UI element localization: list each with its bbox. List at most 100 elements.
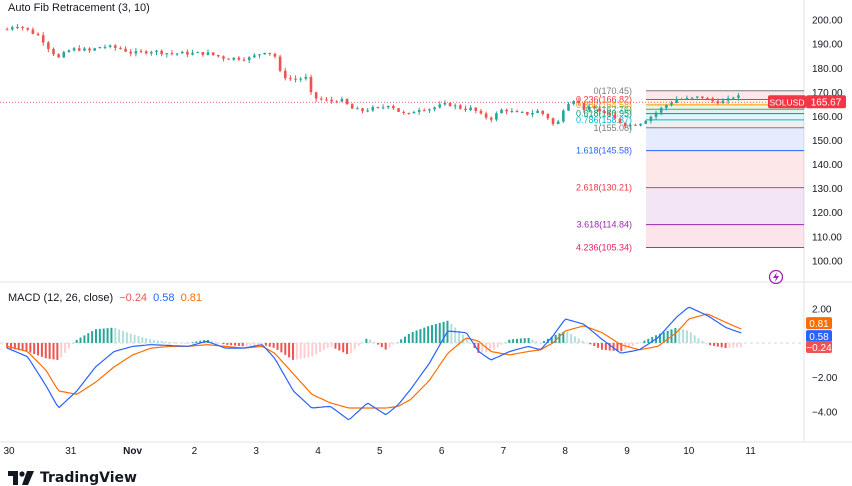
- candle-body: [180, 51, 184, 54]
- candle-body: [536, 110, 539, 113]
- macd-histogram-bar: [570, 334, 573, 343]
- macd-histogram-bar: [25, 342, 28, 352]
- candle-body: [47, 42, 50, 49]
- macd-histogram-bar: [156, 340, 159, 343]
- fib-zone: [646, 90, 804, 100]
- macd-histogram-bar: [210, 340, 213, 343]
- fib-retracement-zones: 0(170.45)0.236(166.82)0.382(164.58)0.5(1…: [576, 86, 804, 253]
- macd-histogram-bar: [481, 342, 484, 353]
- macd-legend: MACD (12, 26, close) −0.24 0.58 0.81: [8, 292, 202, 304]
- macd-signal-value: 0.81: [180, 292, 203, 304]
- macd-histogram-bar: [48, 342, 51, 359]
- macd-histogram-bar: [218, 342, 221, 344]
- macd-histogram-bar: [145, 338, 148, 343]
- macd-histogram-bar: [423, 327, 426, 343]
- candle-body: [21, 26, 24, 28]
- candle-body: [26, 27, 30, 30]
- time-tick-label: Nov: [123, 446, 142, 457]
- candle-body: [196, 52, 199, 54]
- candle-body: [299, 78, 302, 80]
- macd-histogram-bar: [230, 342, 233, 346]
- candle-body: [726, 98, 730, 101]
- fib-level-label: 0.382(164.58): [576, 100, 632, 110]
- candle-body: [711, 98, 714, 102]
- candle-body: [417, 110, 421, 113]
- candle-body: [546, 114, 550, 119]
- candle-body: [603, 111, 606, 114]
- macd-histogram-bar: [307, 342, 310, 358]
- time-tick-label: 8: [562, 446, 568, 457]
- macd-histogram-bar: [689, 332, 692, 343]
- macd-histogram-bar: [419, 329, 422, 343]
- fib-level-label: 0.236(166.82): [576, 95, 632, 105]
- macd-histogram-bar: [496, 342, 499, 348]
- macd-histogram-bar: [249, 342, 252, 346]
- macd-histogram-bar: [261, 342, 264, 345]
- macd-histogram-bar: [543, 340, 546, 343]
- indicator-title: Auto Fib Retracement (3, 10): [8, 2, 150, 14]
- macd-histogram-bar: [709, 342, 712, 346]
- macd-signal-tag: [806, 317, 832, 330]
- macd-histogram-bar: [141, 337, 144, 343]
- fib-zone: [646, 150, 804, 188]
- candle-body: [289, 78, 292, 80]
- candle-body: [567, 104, 570, 111]
- candle-body: [659, 107, 663, 113]
- candle-body: [690, 97, 694, 99]
- candle-body: [134, 51, 138, 54]
- candle-body: [628, 124, 632, 127]
- macd-histogram-bar: [60, 342, 63, 357]
- price-tick-label: 170.00: [812, 88, 843, 99]
- macd-histogram-bar: [56, 342, 59, 360]
- candle-body: [366, 110, 369, 112]
- macd-histogram-bar: [83, 335, 86, 343]
- candle-body: [211, 52, 215, 56]
- macd-histogram-bar: [562, 331, 565, 343]
- tradingview-logo[interactable]: TradingView: [8, 470, 137, 486]
- candle-body: [484, 113, 488, 118]
- candle-body: [577, 101, 581, 103]
- macd-histogram-bar: [191, 342, 194, 343]
- lightning-icon-ring: [768, 269, 784, 285]
- macd-histogram-bar: [581, 340, 584, 343]
- candle-body: [582, 102, 586, 110]
- candle-body: [170, 53, 174, 55]
- macd-histogram-bar: [488, 342, 491, 352]
- candle-body: [31, 29, 35, 34]
- candle-body: [258, 54, 261, 56]
- macd-tick-label: −2.00: [812, 373, 838, 384]
- macd-histogram-bar: [342, 342, 345, 353]
- candle-body: [119, 47, 122, 49]
- macd-histogram-bar: [531, 339, 534, 343]
- candle-body: [525, 112, 529, 115]
- candle-body: [407, 112, 411, 114]
- candle-body: [556, 121, 560, 124]
- candle-body: [206, 52, 210, 55]
- candle-body: [36, 33, 40, 36]
- candle-body: [345, 98, 349, 105]
- candle-body: [350, 104, 354, 109]
- macd-histogram-bar: [365, 338, 368, 343]
- macd-histogram-bar: [427, 326, 430, 343]
- macd-histogram-bar: [168, 342, 171, 343]
- candle-body: [314, 92, 318, 99]
- candle-body: [5, 29, 9, 31]
- macd-histogram-bar: [589, 342, 592, 345]
- price-tick-label: 110.00: [812, 232, 842, 243]
- candle-body: [706, 97, 709, 99]
- fib-level-label: 0(170.45): [593, 86, 632, 96]
- candle-body: [160, 50, 163, 55]
- macd-histogram-bar: [373, 342, 376, 343]
- macd-histogram-bar: [98, 328, 101, 343]
- macd-histogram-bar: [110, 327, 113, 343]
- macd-histogram-bar: [106, 328, 109, 343]
- macd-histogram-bar: [71, 342, 74, 345]
- time-tick-label: 10: [683, 446, 695, 457]
- macd-histogram-bar: [407, 333, 410, 343]
- time-tick-label: 7: [501, 446, 507, 457]
- price-tick-label: 120.00: [812, 208, 843, 219]
- macd-histogram-bar: [276, 342, 279, 350]
- macd-histogram-bar: [361, 342, 364, 344]
- macd-histogram-bar: [164, 341, 167, 343]
- time-tick-label: 2: [192, 446, 198, 457]
